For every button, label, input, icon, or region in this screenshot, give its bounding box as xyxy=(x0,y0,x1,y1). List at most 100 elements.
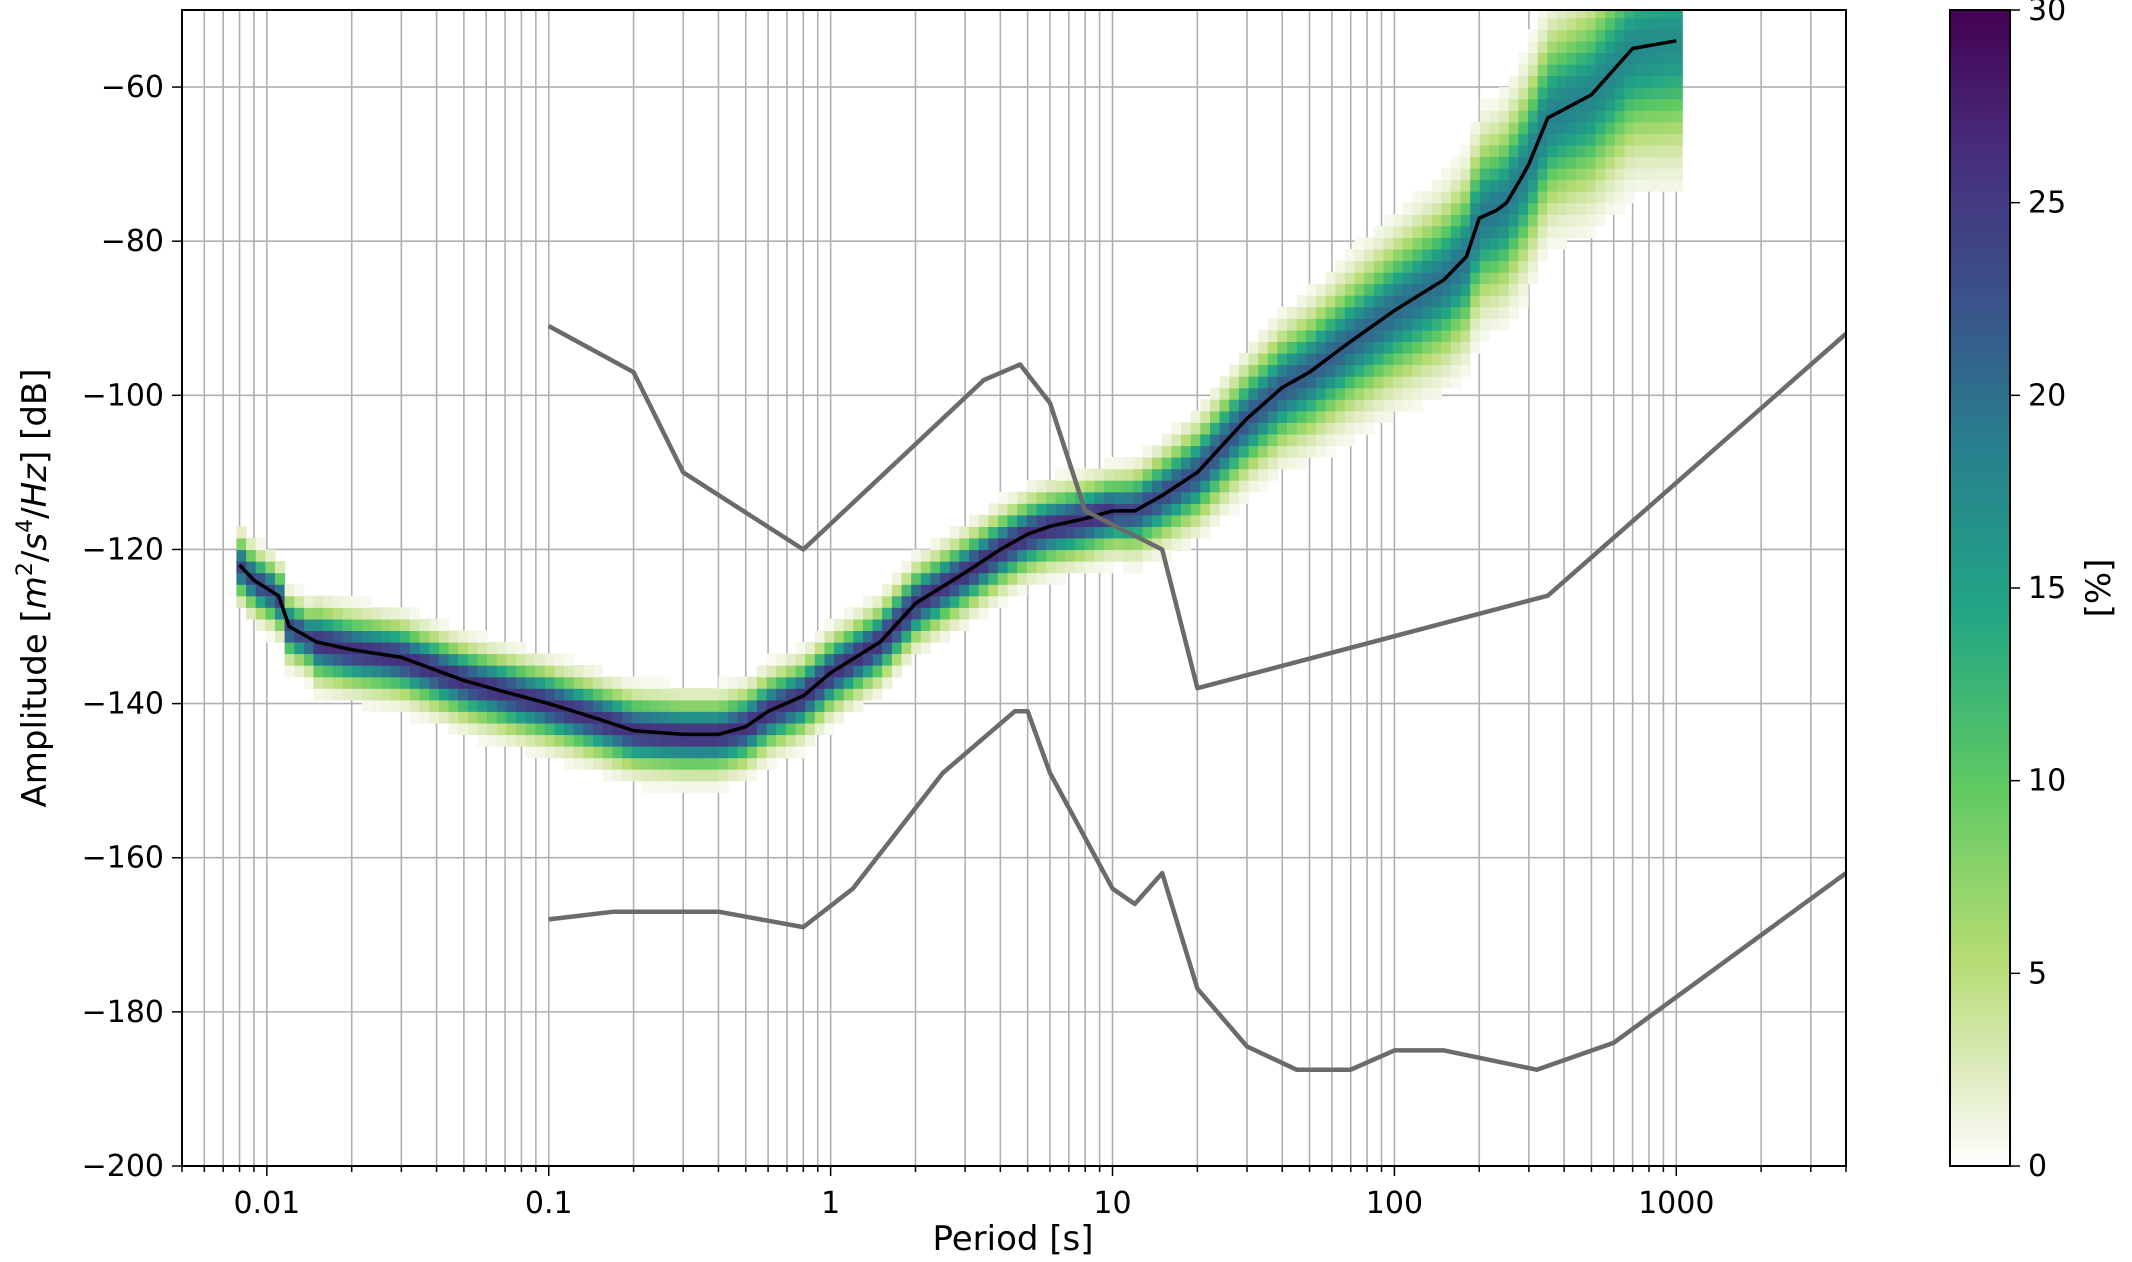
density-cell xyxy=(332,607,343,620)
colorbar-tick-label: 20 xyxy=(2028,378,2066,413)
density-cell xyxy=(1479,98,1490,111)
density-cell xyxy=(1663,144,1674,158)
density-cell xyxy=(1643,179,1654,192)
density-cell xyxy=(679,699,690,712)
density-cell xyxy=(901,630,912,643)
density-cell xyxy=(1412,260,1423,273)
density-cell xyxy=(1441,329,1452,342)
density-cell xyxy=(969,549,980,562)
density-cell xyxy=(1450,329,1462,342)
density-cell xyxy=(1422,295,1433,308)
density-cell xyxy=(1296,341,1307,354)
density-cell xyxy=(863,688,874,701)
density-cell xyxy=(1393,237,1404,250)
density-cell xyxy=(978,526,989,539)
density-cell xyxy=(284,653,295,666)
density-cell xyxy=(381,641,392,655)
density-cell xyxy=(1219,433,1230,447)
density-cell xyxy=(390,653,401,666)
density-cell xyxy=(1364,260,1375,273)
density-cell xyxy=(1267,399,1278,412)
density-cell xyxy=(1200,514,1211,527)
density-cell xyxy=(1219,503,1230,516)
density-cell xyxy=(1229,457,1240,470)
density-cell xyxy=(766,711,777,724)
density-cell xyxy=(1605,121,1616,134)
density-cell xyxy=(1383,225,1394,238)
density-cell xyxy=(525,722,536,736)
density-cell xyxy=(1489,110,1500,123)
density-cell xyxy=(1422,318,1433,331)
density-cell xyxy=(1402,341,1413,354)
density-cell xyxy=(689,688,700,701)
density-cell xyxy=(930,595,941,608)
density-cell xyxy=(1576,29,1587,42)
density-cell xyxy=(699,699,710,712)
x-tick-label: 10 xyxy=(1093,1186,1131,1221)
density-cell xyxy=(1344,318,1356,331)
density-cell xyxy=(438,641,450,655)
density-cell xyxy=(1663,29,1674,42)
density-cell xyxy=(1450,202,1462,215)
density-cell xyxy=(1132,480,1143,493)
density-cell xyxy=(1518,110,1529,123)
density-cell xyxy=(265,561,276,574)
density-cell xyxy=(1373,306,1384,319)
density-cell xyxy=(728,734,739,747)
density-cell xyxy=(1306,376,1317,389)
density-cell xyxy=(708,734,719,747)
density-cell xyxy=(1595,63,1606,77)
density-cell xyxy=(863,653,874,666)
density-cell xyxy=(756,688,768,701)
density-cell xyxy=(1383,283,1394,296)
density-cell xyxy=(400,665,411,678)
density-cell xyxy=(795,746,806,759)
density-cell xyxy=(1450,341,1462,354)
density-cell xyxy=(1306,433,1317,447)
density-cell xyxy=(670,688,681,701)
density-cell xyxy=(429,618,440,631)
density-cell xyxy=(1460,364,1471,377)
density-cell xyxy=(1537,191,1548,204)
density-cell xyxy=(1325,387,1336,400)
density-cell xyxy=(1499,156,1510,169)
density-cell xyxy=(506,676,517,689)
density-cell xyxy=(1566,63,1577,77)
density-cell xyxy=(1103,480,1115,493)
density-cell xyxy=(1441,214,1452,227)
density-cell xyxy=(535,711,546,724)
density-cell xyxy=(487,711,498,724)
density-cell xyxy=(1142,526,1153,539)
density-cell xyxy=(467,711,478,724)
density-cell xyxy=(1171,457,1182,470)
density-cell xyxy=(1210,387,1221,400)
density-cell xyxy=(1557,237,1568,250)
density-cell xyxy=(1017,572,1028,585)
density-cell xyxy=(1663,110,1674,123)
density-cell xyxy=(1499,318,1510,331)
density-cell xyxy=(1470,295,1481,308)
density-cell xyxy=(429,711,440,724)
density-cell xyxy=(1325,433,1336,447)
density-cell xyxy=(776,676,787,689)
density-cell xyxy=(1393,260,1404,273)
density-cell xyxy=(930,537,941,551)
density-cell xyxy=(1528,214,1539,227)
density-cell xyxy=(1364,399,1375,412)
density-cell xyxy=(429,688,440,701)
density-cell xyxy=(1123,457,1134,470)
density-cell xyxy=(689,734,700,747)
density-cell xyxy=(1171,514,1182,527)
density-cell xyxy=(506,653,517,666)
density-cell xyxy=(1383,376,1394,389)
density-cell xyxy=(544,734,556,747)
density-cell xyxy=(419,641,430,655)
density-cell xyxy=(612,699,623,712)
density-cell xyxy=(1614,87,1625,100)
density-cell xyxy=(1557,144,1568,158)
density-cell xyxy=(458,630,469,643)
density-cell xyxy=(1402,329,1413,342)
density-cell xyxy=(1499,283,1510,296)
density-cell xyxy=(824,641,835,655)
density-cell xyxy=(1123,480,1134,493)
